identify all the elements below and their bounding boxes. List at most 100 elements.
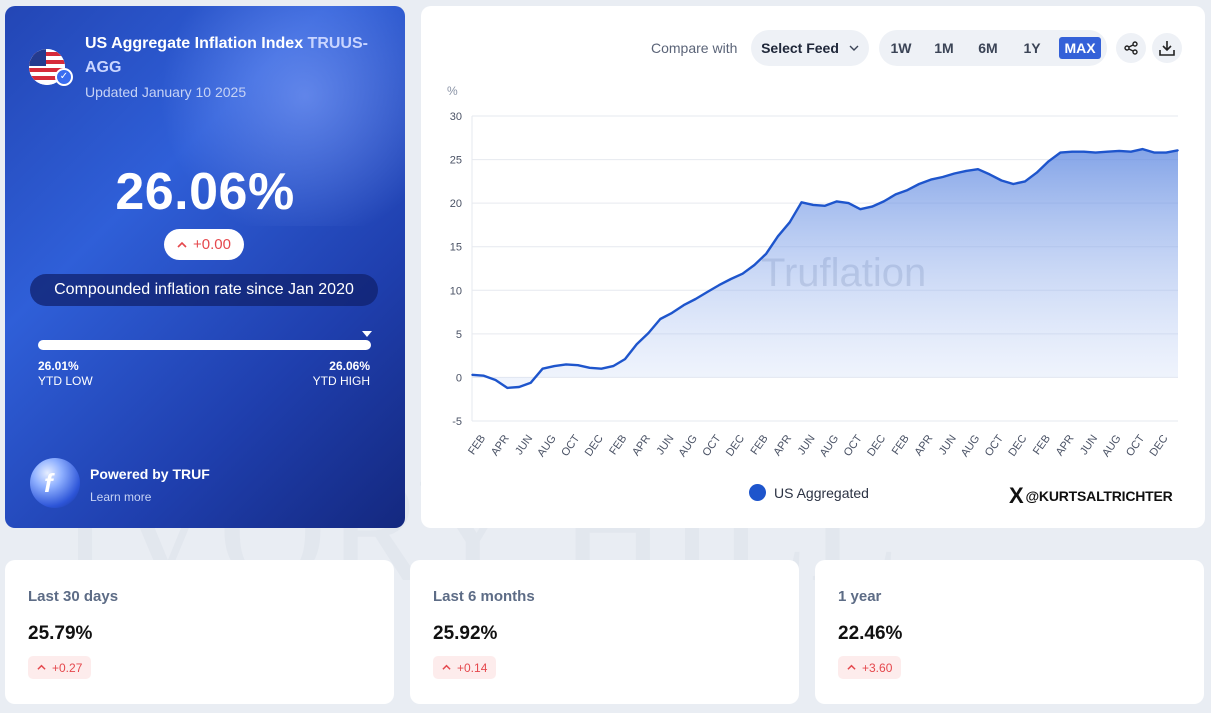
caret-up-icon	[177, 241, 187, 248]
data-point	[518, 386, 520, 388]
range-1w-button[interactable]: 1W	[890, 40, 912, 56]
data-point	[835, 200, 838, 203]
share-button[interactable]	[1116, 33, 1146, 63]
data-point	[471, 374, 473, 376]
y-tick-label: 0	[456, 372, 462, 384]
caret-up-icon	[37, 664, 46, 670]
ytd-low-label: YTD LOW	[38, 374, 93, 388]
inflation-chart: 302520151050-5%TruflationFEBAPRJUNAUGOCT…	[447, 84, 1179, 459]
ytd-range-bar	[38, 340, 371, 350]
x-tick-label: AUG	[677, 433, 701, 459]
ytd-marker-icon	[362, 331, 372, 337]
stat-change: +3.60	[862, 660, 893, 675]
data-point	[1165, 151, 1168, 154]
y-tick-label: -5	[452, 416, 462, 428]
series-area	[472, 149, 1178, 388]
data-point	[647, 332, 650, 334]
x-tick-label: DEC	[865, 433, 888, 459]
data-point	[506, 387, 509, 389]
data-point	[635, 343, 638, 346]
data-point	[706, 291, 709, 293]
data-point	[965, 170, 967, 172]
index-ticker: TRUUS-AGG	[85, 35, 368, 76]
data-point	[482, 374, 485, 377]
stat-card-1-year: 1 year 22.46% +3.60	[815, 560, 1204, 704]
data-point	[1012, 183, 1015, 185]
legend-item-us-aggregated[interactable]: US Aggregated	[749, 484, 869, 501]
x-tick-label: JUN	[937, 433, 959, 457]
data-point	[624, 358, 626, 360]
change-value: +0.00	[193, 236, 231, 253]
stat-value: 25.79%	[28, 623, 93, 644]
x-tick-label: AUG	[818, 433, 842, 459]
data-point	[1106, 150, 1109, 153]
updated-date: Updated January 10 2025	[85, 84, 247, 100]
learn-more-link[interactable]: Learn more	[90, 490, 152, 504]
download-button[interactable]	[1152, 33, 1182, 63]
data-point	[588, 367, 591, 369]
chevron-down-icon	[849, 45, 859, 51]
data-point	[871, 205, 873, 208]
data-point	[600, 367, 603, 370]
change-badge: +0.00	[164, 229, 244, 260]
stat-label: 1 year	[838, 588, 882, 605]
y-axis-label: %	[447, 84, 458, 98]
data-point	[859, 208, 862, 211]
data-point	[683, 304, 685, 306]
inflation-caption: Compounded inflation rate since Jan 2020	[30, 274, 378, 306]
data-point	[1036, 171, 1038, 174]
data-point	[753, 264, 756, 266]
data-point	[577, 364, 579, 367]
data-point	[918, 183, 920, 185]
x-tick-label: APR	[1054, 433, 1077, 458]
y-tick-label: 10	[450, 285, 462, 297]
data-point	[788, 221, 791, 224]
x-tick-label: JUN	[796, 433, 818, 457]
data-point	[565, 363, 567, 366]
data-point	[812, 204, 815, 206]
data-point	[494, 379, 497, 381]
legend-dot	[749, 484, 766, 501]
data-point	[530, 381, 532, 384]
ytd-low-value: 26.01%	[38, 359, 79, 373]
data-point	[777, 235, 779, 238]
stat-card-30-days: Last 30 days 25.79% +0.27	[5, 560, 394, 704]
data-point	[1059, 151, 1062, 154]
stat-label: Last 6 months	[433, 588, 535, 605]
data-point	[1141, 148, 1144, 150]
stat-change: +0.14	[457, 660, 488, 675]
data-point	[894, 193, 897, 196]
select-feed-dropdown[interactable]: Select Feed	[751, 30, 869, 66]
x-tick-label: AUG	[1100, 433, 1124, 459]
range-max-button[interactable]: MAX	[1059, 37, 1101, 59]
x-tick-label: APR	[489, 433, 512, 458]
range-1m-button[interactable]: 1M	[934, 40, 954, 56]
share-icon	[1124, 41, 1138, 55]
compare-label: Compare with	[651, 40, 738, 56]
card-glow	[145, 6, 405, 226]
stat-change-badge: +0.14	[433, 656, 497, 679]
data-point	[694, 298, 697, 300]
x-tick-label: DEC	[1006, 433, 1029, 459]
stat-card-6-months: Last 6 months 25.92% +0.14	[410, 560, 799, 704]
y-tick-label: 25	[450, 155, 462, 167]
x-tick-label: APR	[630, 433, 653, 458]
data-point	[1083, 150, 1085, 153]
data-point	[541, 367, 544, 370]
y-tick-label: 15	[450, 242, 462, 254]
data-point	[730, 278, 732, 280]
index-title: US Aggregate Inflation Index TRUUS-AGG	[85, 32, 385, 80]
x-tick-label: FEB	[466, 433, 488, 457]
data-point	[824, 204, 826, 207]
range-1y-button[interactable]: 1Y	[1023, 40, 1041, 56]
x-tick-label: OCT	[700, 433, 723, 459]
x-tick-label: DEC	[724, 433, 747, 459]
x-tick-label: JUN	[513, 433, 535, 457]
data-point	[941, 176, 944, 178]
download-icon	[1159, 41, 1175, 56]
x-tick-label: DEC	[1148, 433, 1171, 459]
data-point	[1071, 150, 1073, 153]
range-6m-button[interactable]: 6M	[978, 40, 998, 56]
data-point	[1047, 160, 1050, 163]
stat-change-badge: +3.60	[838, 656, 902, 679]
